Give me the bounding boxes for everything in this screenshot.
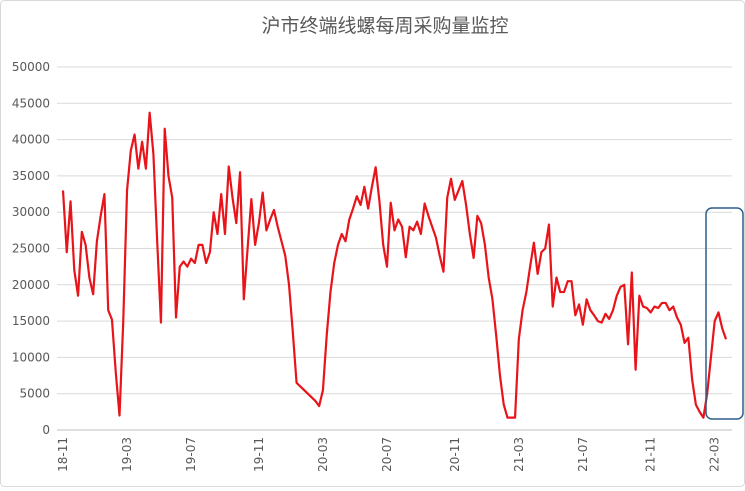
- y-tick-label: 25000: [12, 242, 50, 256]
- y-tick-label: 10000: [12, 350, 50, 364]
- x-tick-label: 21-11: [644, 437, 658, 472]
- plot-area: 0 5000 10000 15000 20000 25000 30000 35000 40000…: [12, 60, 732, 472]
- y-tick-label: 40000: [12, 133, 50, 147]
- y-tick-label: 30000: [12, 205, 50, 219]
- y-tick-label: 45000: [12, 96, 50, 110]
- x-tick-label: 20-11: [448, 437, 462, 472]
- y-tick-label: 0: [42, 423, 50, 437]
- x-tick-label: 19-03: [120, 437, 134, 472]
- chart-title: 沪市终端线螺每周采购量监控: [261, 15, 508, 37]
- highlight-box: [705, 207, 744, 420]
- y-tick-label: 15000: [12, 314, 50, 328]
- x-tick-label: 20-07: [380, 437, 394, 472]
- y-tick-label: 5000: [19, 387, 50, 401]
- x-tick-label: 19-11: [252, 437, 266, 472]
- x-tick-label: 18-11: [56, 437, 70, 472]
- data-line: [61, 111, 728, 419]
- x-tick-label: 20-03: [316, 437, 330, 472]
- x-tick-label: 22-03: [708, 437, 722, 472]
- y-tick-label: 20000: [12, 278, 50, 292]
- y-tick-label: 50000: [12, 60, 50, 74]
- x-tick-label: 21-07: [576, 437, 590, 472]
- x-tick-label: 21-03: [512, 437, 526, 472]
- y-tick-label: 35000: [12, 169, 50, 183]
- x-tick-label: 19-07: [184, 437, 198, 472]
